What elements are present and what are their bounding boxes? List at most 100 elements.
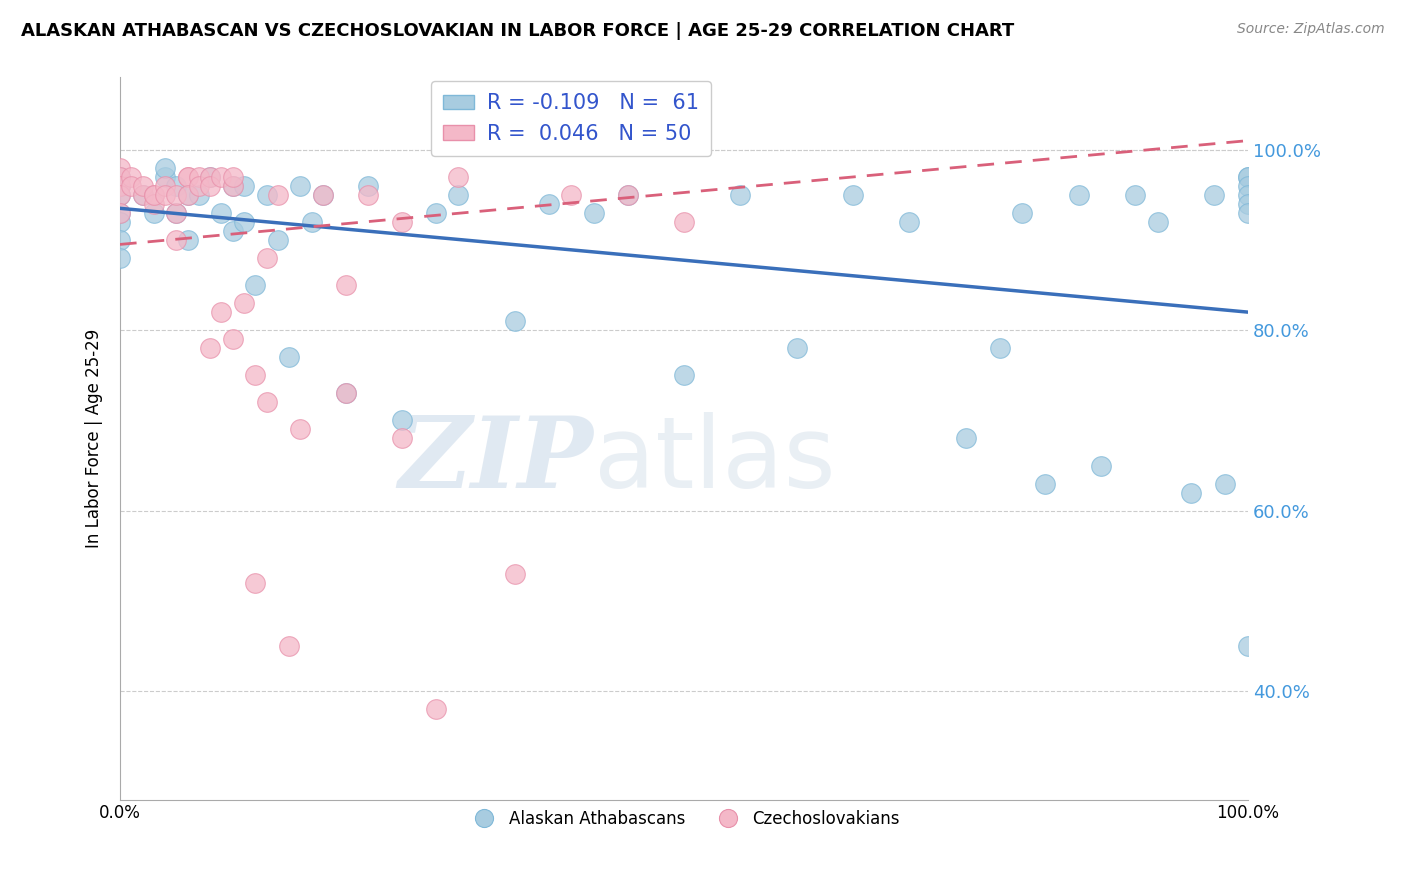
Point xyxy=(245,575,267,590)
Point xyxy=(245,278,267,293)
Point xyxy=(233,178,256,193)
Point xyxy=(108,187,131,202)
Point xyxy=(142,187,165,202)
Point xyxy=(108,206,131,220)
Point xyxy=(1123,187,1146,202)
Point xyxy=(165,187,187,202)
Point xyxy=(176,187,198,202)
Point xyxy=(1202,187,1225,202)
Point xyxy=(278,639,301,653)
Point xyxy=(898,215,921,229)
Y-axis label: In Labor Force | Age 25-29: In Labor Force | Age 25-29 xyxy=(86,329,103,548)
Point xyxy=(503,314,526,328)
Point xyxy=(256,251,278,265)
Point xyxy=(616,187,638,202)
Point xyxy=(153,169,176,184)
Point xyxy=(503,566,526,581)
Point xyxy=(290,178,312,193)
Point xyxy=(176,233,198,247)
Point xyxy=(108,233,131,247)
Point xyxy=(425,206,447,220)
Point xyxy=(131,187,153,202)
Point xyxy=(142,187,165,202)
Point xyxy=(537,196,560,211)
Point xyxy=(187,178,209,193)
Point xyxy=(1067,187,1090,202)
Point xyxy=(312,187,335,202)
Point xyxy=(391,413,413,427)
Point xyxy=(988,341,1011,355)
Text: Source: ZipAtlas.com: Source: ZipAtlas.com xyxy=(1237,22,1385,37)
Point xyxy=(447,187,470,202)
Point xyxy=(582,206,605,220)
Point xyxy=(391,215,413,229)
Point xyxy=(357,178,380,193)
Point xyxy=(153,187,176,202)
Point xyxy=(233,296,256,310)
Point xyxy=(131,187,153,202)
Point xyxy=(335,386,357,401)
Point xyxy=(245,368,267,383)
Point xyxy=(120,169,142,184)
Point xyxy=(108,178,131,193)
Point xyxy=(176,169,198,184)
Point xyxy=(108,169,131,184)
Point xyxy=(730,187,752,202)
Point xyxy=(211,206,233,220)
Point xyxy=(142,196,165,211)
Point xyxy=(256,187,278,202)
Point xyxy=(165,206,187,220)
Point xyxy=(211,169,233,184)
Point xyxy=(176,187,198,202)
Point xyxy=(267,233,290,247)
Point xyxy=(198,341,221,355)
Point xyxy=(672,368,695,383)
Point xyxy=(187,187,209,202)
Point xyxy=(153,178,176,193)
Point xyxy=(222,224,245,238)
Point xyxy=(335,278,357,293)
Point xyxy=(1146,215,1168,229)
Point xyxy=(842,187,865,202)
Point xyxy=(108,215,131,229)
Point xyxy=(222,169,245,184)
Point xyxy=(1237,206,1260,220)
Point xyxy=(955,432,977,446)
Point xyxy=(1090,458,1112,473)
Text: atlas: atlas xyxy=(593,411,835,508)
Point xyxy=(1237,196,1260,211)
Point xyxy=(108,251,131,265)
Point xyxy=(108,178,131,193)
Point xyxy=(447,169,470,184)
Text: ZIP: ZIP xyxy=(399,412,593,508)
Point xyxy=(1237,639,1260,653)
Point xyxy=(1033,476,1056,491)
Point xyxy=(301,215,323,229)
Point xyxy=(1237,178,1260,193)
Point xyxy=(1237,169,1260,184)
Point xyxy=(211,305,233,319)
Point xyxy=(290,422,312,436)
Point xyxy=(165,178,187,193)
Point xyxy=(108,169,131,184)
Point xyxy=(233,215,256,229)
Point xyxy=(198,169,221,184)
Point xyxy=(1237,187,1260,202)
Point xyxy=(108,187,131,202)
Point xyxy=(672,215,695,229)
Point xyxy=(165,233,187,247)
Point xyxy=(278,351,301,365)
Point xyxy=(131,178,153,193)
Point xyxy=(165,206,187,220)
Point xyxy=(312,187,335,202)
Point xyxy=(198,178,221,193)
Point xyxy=(153,161,176,175)
Point xyxy=(1213,476,1236,491)
Point xyxy=(222,178,245,193)
Point xyxy=(335,386,357,401)
Point xyxy=(391,432,413,446)
Point xyxy=(256,395,278,409)
Point xyxy=(786,341,808,355)
Point xyxy=(108,161,131,175)
Point xyxy=(142,206,165,220)
